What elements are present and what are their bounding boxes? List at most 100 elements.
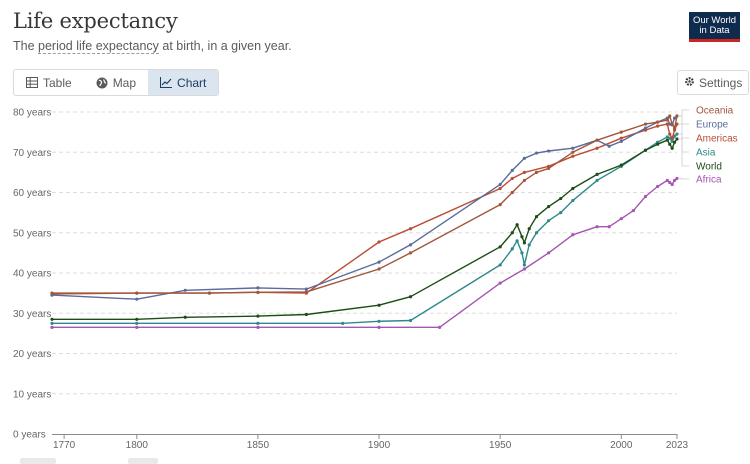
data-point-asia [571, 198, 575, 203]
data-point-americas [408, 227, 413, 231]
legend-label-americas[interactable]: Americas [696, 134, 738, 145]
data-point-asia [510, 247, 514, 251]
data-point-oceania [207, 291, 212, 295]
series-line-world[interactable] [52, 138, 678, 320]
subtitle-definition-link[interactable]: period life expectancy [38, 39, 159, 54]
settings-button[interactable]: Settings [677, 70, 750, 95]
data-point-europe [183, 288, 187, 292]
data-point-europe [135, 297, 139, 301]
series-line-oceania[interactable] [52, 115, 678, 294]
y-tick-label: 80 years [13, 108, 51, 119]
data-point-world [304, 312, 308, 317]
footer-tab-left[interactable] [20, 458, 56, 464]
legend-connector [678, 109, 689, 117]
data-point-oceania [534, 170, 539, 174]
data-point-asia [670, 139, 674, 143]
y-tick-label: 10 years [13, 389, 51, 400]
data-point-africa [619, 217, 623, 221]
data-point-africa [256, 325, 260, 329]
data-point-americas [656, 124, 660, 128]
data-point-americas [571, 154, 575, 158]
data-point-oceania [547, 166, 551, 170]
data-point-asia [377, 319, 381, 323]
subtitle-prefix: The [13, 39, 39, 53]
data-point-africa [522, 267, 526, 271]
data-point-asia [50, 321, 54, 325]
data-point-oceania [50, 291, 54, 295]
legend-label-asia[interactable]: Asia [696, 148, 716, 159]
data-point-americas [377, 240, 381, 244]
data-point-asia [534, 231, 539, 235]
data-point-asia [515, 239, 519, 243]
data-point-oceania [665, 118, 669, 122]
data-point-africa [595, 225, 599, 229]
y-tick-label: 30 years [13, 309, 51, 320]
data-point-world [665, 138, 669, 142]
tab-map[interactable]: Map [84, 70, 148, 95]
data-point-oceania [619, 130, 623, 134]
data-point-oceania [522, 178, 526, 183]
legend-label-europe[interactable]: Europe [696, 120, 729, 131]
data-point-europe [498, 182, 502, 187]
data-point-africa [437, 325, 442, 329]
data-point-americas [665, 122, 669, 126]
data-point-world [656, 142, 660, 146]
series-line-asia[interactable] [52, 133, 678, 324]
owid-logo[interactable]: Our World in Data [689, 12, 740, 42]
data-point-world [515, 223, 519, 227]
data-point-asia [675, 132, 679, 136]
legend-label-oceania[interactable]: Oceania [696, 106, 734, 117]
x-tick-label: 1950 [489, 440, 512, 451]
data-point-africa [50, 325, 54, 329]
legend-connector [678, 115, 689, 125]
data-point-americas [510, 176, 514, 181]
data-point-world [527, 227, 531, 231]
data-point-world [498, 245, 502, 249]
data-point-world [50, 317, 54, 321]
data-point-world [643, 148, 648, 152]
settings-label: Settings [699, 75, 743, 90]
data-point-world [668, 142, 672, 146]
footer-tab-right[interactable] [128, 458, 158, 464]
table-icon [26, 77, 38, 88]
x-tick-label: 1800 [126, 440, 149, 451]
data-point-europe [668, 122, 672, 126]
tab-chart[interactable]: Chart [148, 70, 219, 95]
data-point-world [670, 146, 674, 150]
data-point-asia [672, 134, 677, 138]
data-point-africa [547, 251, 551, 255]
gear-icon [684, 76, 695, 90]
series-line-europe[interactable] [51, 115, 678, 300]
x-axis: 1770 1800 1850 1900 1950 2000 2023 [52, 434, 689, 451]
data-point-asia [595, 178, 599, 183]
data-point-europe [304, 287, 308, 291]
page-subtitle: The period life expectancy at birth, in … [13, 39, 292, 54]
data-point-europe [672, 116, 677, 120]
legend-label-africa[interactable]: Africa [696, 175, 722, 186]
data-point-oceania [571, 150, 575, 154]
data-point-world [619, 163, 623, 167]
data-point-africa [668, 180, 672, 185]
data-point-asia [408, 318, 413, 323]
legend-label-world[interactable]: World [696, 162, 722, 173]
data-point-asia [547, 219, 551, 223]
legend-connector [678, 178, 689, 180]
logo-line-1: Our World [692, 14, 737, 26]
data-point-africa [656, 184, 660, 189]
data-point-world [522, 241, 526, 245]
tab-table[interactable]: Table [14, 70, 84, 95]
data-point-europe [256, 286, 260, 290]
data-point-asia [527, 243, 531, 247]
data-point-asia [256, 321, 260, 325]
page-title: Life expectancy [13, 9, 178, 33]
data-point-world [377, 303, 381, 307]
data-point-asia [498, 263, 502, 267]
data-point-oceania [672, 126, 677, 130]
y-tick-label: 70 years [13, 148, 51, 159]
data-point-europe [408, 243, 413, 247]
y-tick-label: 0 years [13, 430, 46, 441]
data-point-europe [522, 156, 526, 160]
series-line-americas[interactable] [51, 123, 678, 295]
y-tick-label: 60 years [13, 188, 51, 199]
